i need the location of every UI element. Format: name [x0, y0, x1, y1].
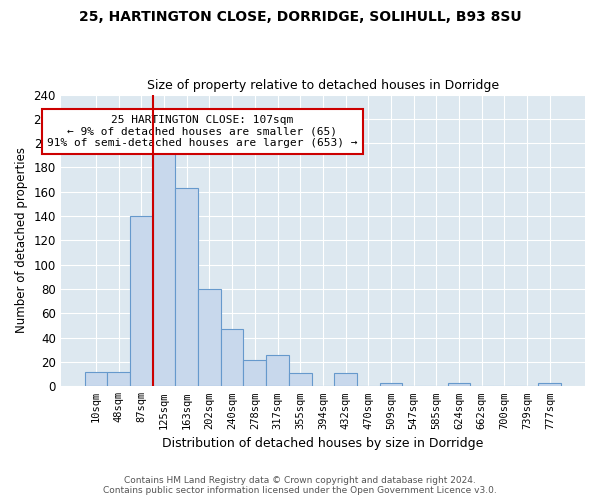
Bar: [334, 373, 357, 386]
Text: 25 HARTINGTON CLOSE: 107sqm
← 9% of detached houses are smaller (65)
91% of semi: 25 HARTINGTON CLOSE: 107sqm ← 9% of deta…: [47, 115, 358, 148]
Title: Size of property relative to detached houses in Dorridge: Size of property relative to detached ho…: [147, 79, 499, 92]
Bar: [244, 360, 266, 386]
Bar: [175, 188, 198, 386]
Bar: [85, 372, 107, 386]
Bar: [152, 147, 175, 386]
Bar: [107, 372, 130, 386]
Bar: [380, 382, 403, 386]
Text: Contains HM Land Registry data © Crown copyright and database right 2024.
Contai: Contains HM Land Registry data © Crown c…: [103, 476, 497, 495]
Bar: [198, 289, 221, 386]
Text: 25, HARTINGTON CLOSE, DORRIDGE, SOLIHULL, B93 8SU: 25, HARTINGTON CLOSE, DORRIDGE, SOLIHULL…: [79, 10, 521, 24]
Bar: [289, 373, 311, 386]
Y-axis label: Number of detached properties: Number of detached properties: [15, 148, 28, 334]
Bar: [221, 329, 244, 386]
Bar: [266, 354, 289, 386]
Bar: [538, 382, 561, 386]
Bar: [448, 382, 470, 386]
Bar: [130, 216, 152, 386]
X-axis label: Distribution of detached houses by size in Dorridge: Distribution of detached houses by size …: [162, 437, 484, 450]
